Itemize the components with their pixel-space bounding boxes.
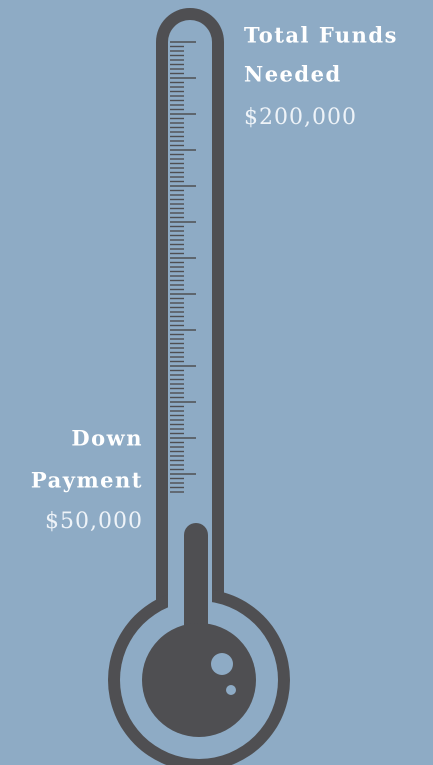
goal-amount: $200,000 bbox=[244, 105, 357, 130]
current-label: Payment bbox=[31, 468, 143, 493]
bulb-highlight bbox=[211, 653, 233, 675]
mercury-bulb bbox=[142, 623, 256, 737]
goal-label: Needed bbox=[244, 62, 342, 87]
page: Total Funds Needed $200,000 Down Payment… bbox=[0, 0, 433, 765]
goal-label: Total Funds bbox=[244, 23, 398, 48]
current-label: Down bbox=[71, 426, 143, 451]
current-amount: $50,000 bbox=[45, 509, 143, 534]
thermometer-graphic: Total Funds Needed $200,000 Down Payment… bbox=[0, 0, 433, 765]
bulb-highlight bbox=[226, 685, 236, 695]
